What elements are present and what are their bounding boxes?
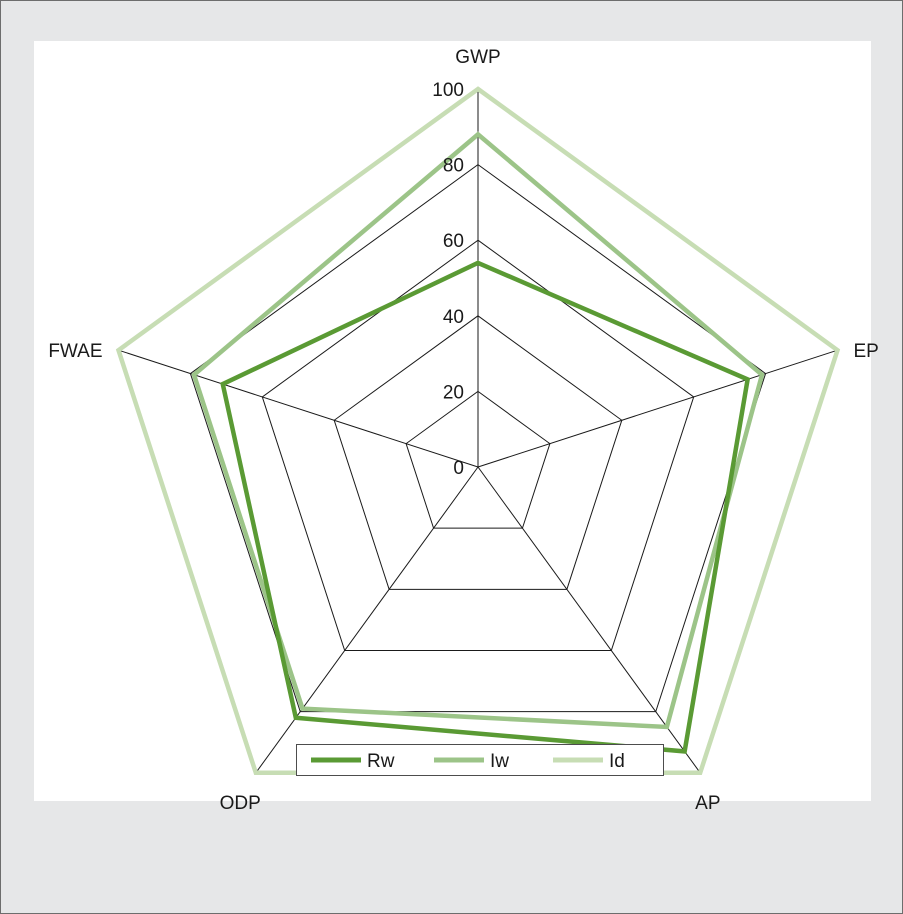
axis-label-ap: AP [695, 793, 720, 814]
tick-label-40: 40 [443, 307, 464, 328]
tick-label-20: 20 [443, 382, 464, 403]
grid-ring-20 [405, 390, 551, 529]
grid-ring-40 [333, 315, 623, 590]
axis-label-gwp: GWP [455, 47, 500, 68]
series-rw [220, 260, 751, 754]
spoke-ep [477, 349, 838, 468]
label-layer: 0 20 40 60 80 100 GWP EP AP ODP FWAE [48, 47, 879, 814]
tick-label-100: 100 [432, 80, 464, 101]
grid-ring-60 [261, 239, 695, 651]
tick-label-60: 60 [443, 231, 464, 252]
axis-label-odp: ODP [220, 793, 261, 814]
legend-label-rw: Rw [367, 751, 395, 772]
spoke-fwae [118, 349, 479, 468]
legend-label-iw: Iw [490, 751, 509, 772]
axis-label-fwae: FWAE [48, 341, 102, 362]
legend-label-id: Id [609, 751, 625, 772]
tick-label-80: 80 [443, 156, 464, 177]
spoke-ap [477, 466, 701, 774]
tick-label-0: 0 [453, 458, 464, 479]
spoke-odp [255, 466, 479, 774]
series-iw [191, 131, 765, 730]
axis-label-ep: EP [853, 341, 878, 362]
